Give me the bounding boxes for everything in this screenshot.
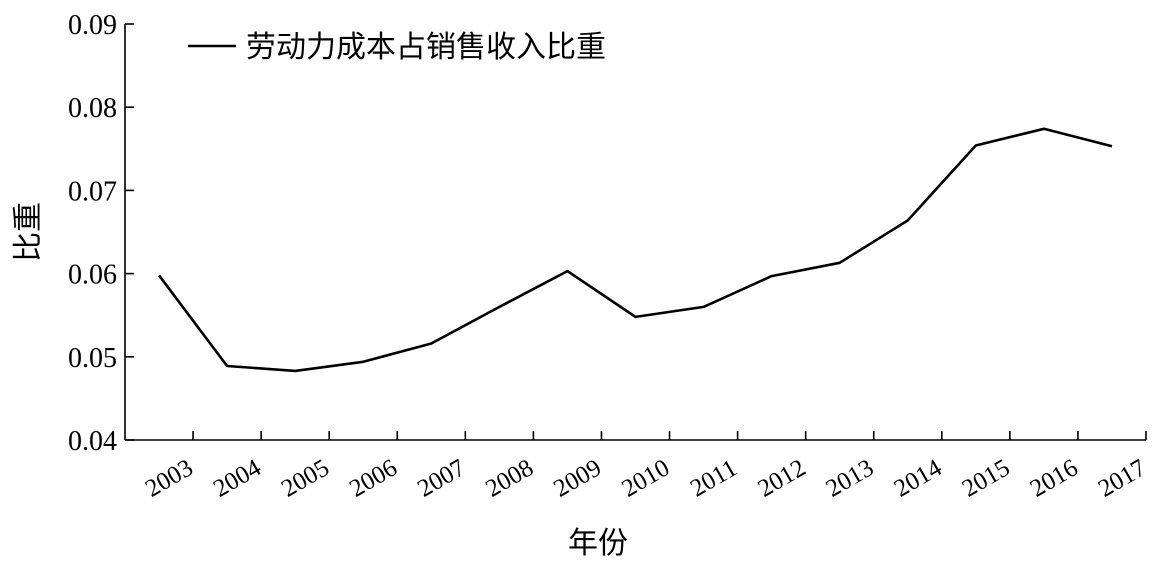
y-axis-label: 比重 [12, 202, 45, 262]
y-tick-label: 0.07 [68, 176, 117, 207]
x-tick-label: 2017 [1094, 454, 1151, 502]
x-tick-label: 2009 [549, 454, 606, 502]
series-line-0 [157, 127, 1113, 373]
y-ticks: 0.04 0.05 0.06 0.07 0.08 0.09 [68, 10, 134, 457]
x-tick-label: 2003 [141, 454, 198, 502]
x-axis: 2003 2004 2005 2006 2007 2008 2009 2010 2011 2012… [125, 431, 1151, 503]
y-tick-label: 0.08 [68, 93, 117, 124]
x-tick-label: 2010 [617, 454, 674, 502]
x-tick-label: 2005 [277, 454, 334, 502]
x-axis-label: 年份 [568, 527, 628, 560]
y-tick-label: 0.05 [68, 343, 117, 374]
y-tick-label: 0.04 [68, 426, 117, 457]
x-tick-label: 2013 [822, 454, 879, 502]
x-tick-label: 2007 [413, 454, 470, 502]
x-tick-label: 2012 [753, 454, 810, 502]
x-tick-label: 2006 [345, 454, 402, 502]
y-tick-label: 0.09 [68, 10, 117, 41]
x-tick-label: 2015 [958, 454, 1015, 502]
x-tick-label: 2014 [890, 454, 947, 503]
x-tick-label: 2008 [481, 454, 538, 502]
x-tick-label: 2016 [1026, 454, 1083, 502]
y-tick-label: 0.06 [68, 260, 117, 291]
x-tick-label: 2004 [209, 454, 266, 503]
y-axis: 0.04 0.05 0.06 0.07 0.08 0.09 [68, 10, 134, 457]
legend-label: 劳动力成本占销售收入比重 [246, 31, 606, 64]
x-ticks: 2003 2004 2005 2006 2007 2008 2009 2010 2011 2012… [141, 431, 1151, 503]
legend: 劳动力成本占销售收入比重 [188, 31, 606, 64]
x-tick-label: 2011 [686, 455, 742, 503]
series-layer [157, 127, 1113, 373]
